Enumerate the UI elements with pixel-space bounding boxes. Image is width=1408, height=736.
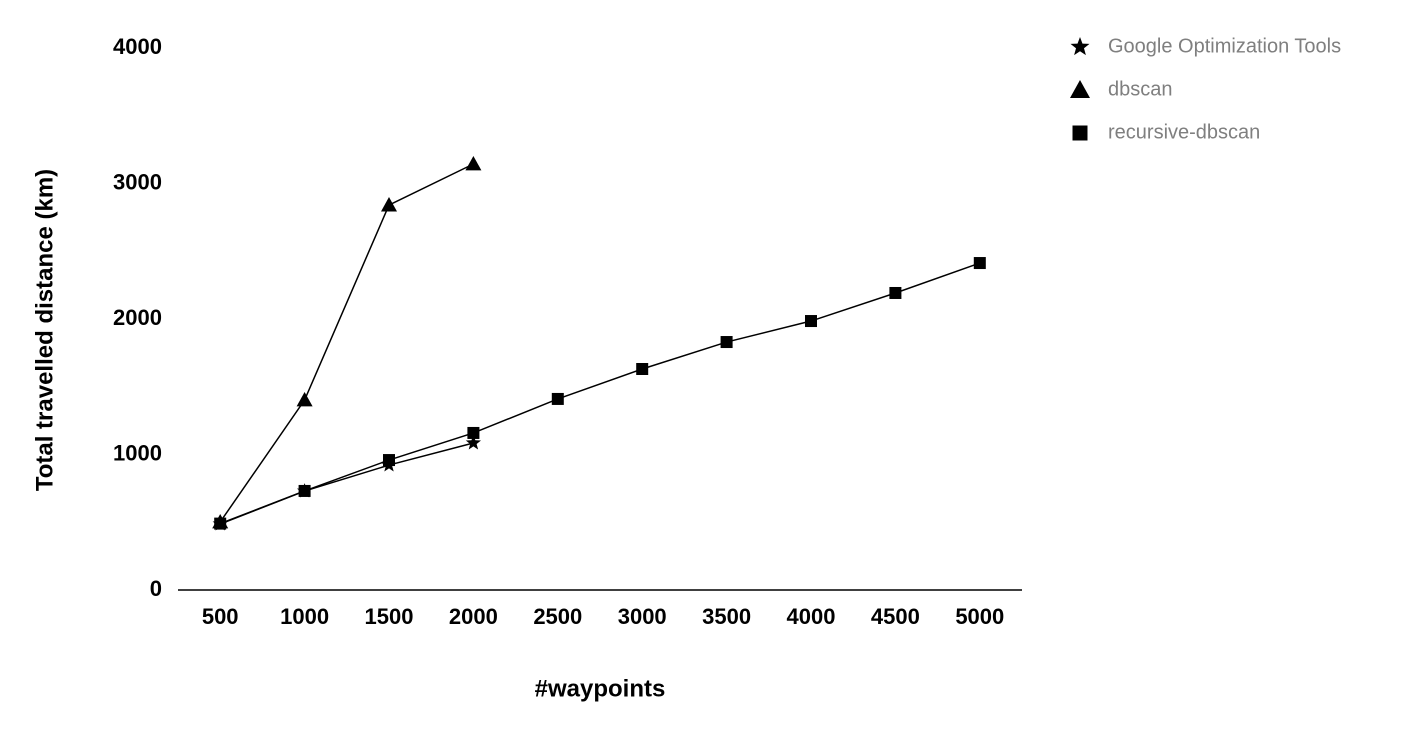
x-tick-label: 3000 bbox=[618, 604, 667, 629]
x-tick-label: 4500 bbox=[871, 604, 920, 629]
data-point bbox=[298, 484, 311, 497]
data-point bbox=[381, 197, 397, 212]
data-point bbox=[465, 155, 482, 171]
x-tick-label: 4000 bbox=[787, 604, 836, 629]
legend-label: recursive-dbscan bbox=[1108, 121, 1260, 143]
series-line bbox=[219, 262, 981, 525]
y-tick-label: 4000 bbox=[113, 34, 162, 59]
y-tick-label: 3000 bbox=[113, 169, 162, 194]
legend-label: dbscan bbox=[1108, 78, 1173, 100]
series-line bbox=[219, 163, 474, 523]
data-point bbox=[214, 517, 227, 530]
y-axis-title: Total travelled distance (km) bbox=[31, 169, 58, 491]
data-point bbox=[636, 362, 649, 375]
data-point bbox=[805, 315, 817, 328]
x-tick-label: 2000 bbox=[449, 604, 498, 629]
x-axis-title: #waypoints bbox=[535, 675, 666, 702]
x-tick-label: 3500 bbox=[702, 604, 751, 629]
y-tick-label: 1000 bbox=[113, 440, 162, 465]
y-tick-label: 0 bbox=[150, 576, 162, 601]
data-point bbox=[465, 434, 482, 450]
x-tick-label: 2500 bbox=[533, 604, 582, 629]
data-point bbox=[383, 454, 395, 467]
series-line bbox=[219, 442, 474, 525]
x-tick-label: 1000 bbox=[280, 604, 329, 629]
legend-marker bbox=[1070, 80, 1090, 98]
data-point bbox=[296, 392, 313, 407]
x-tick-label: 500 bbox=[202, 604, 239, 629]
legend-marker bbox=[1070, 37, 1090, 56]
data-point bbox=[973, 257, 986, 270]
y-tick-label: 2000 bbox=[113, 305, 162, 330]
data-point bbox=[720, 336, 733, 349]
x-tick-label: 1500 bbox=[365, 604, 414, 629]
legend-marker bbox=[1072, 125, 1088, 141]
data-point bbox=[551, 392, 564, 405]
data-point bbox=[889, 286, 902, 299]
legend-label: Google Optimization Tools bbox=[1108, 35, 1341, 57]
x-tick-label: 5000 bbox=[955, 604, 1004, 629]
data-point bbox=[467, 426, 480, 439]
